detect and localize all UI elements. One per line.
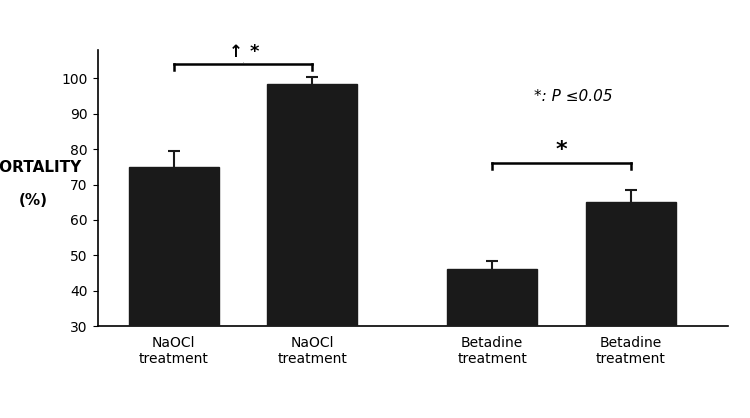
Text: ★: ★ (243, 62, 244, 63)
Bar (586, 202, 676, 326)
Text: MORTALITY: MORTALITY (0, 160, 82, 175)
Text: *: * (249, 43, 259, 61)
Text: (%): (%) (20, 193, 48, 208)
Bar (447, 270, 537, 326)
Text: *: P ≤0.05: *: P ≤0.05 (534, 89, 612, 104)
Bar (267, 84, 357, 326)
Text: ↑: ↑ (229, 43, 243, 61)
Bar (129, 167, 219, 326)
Text: *: * (556, 140, 567, 160)
